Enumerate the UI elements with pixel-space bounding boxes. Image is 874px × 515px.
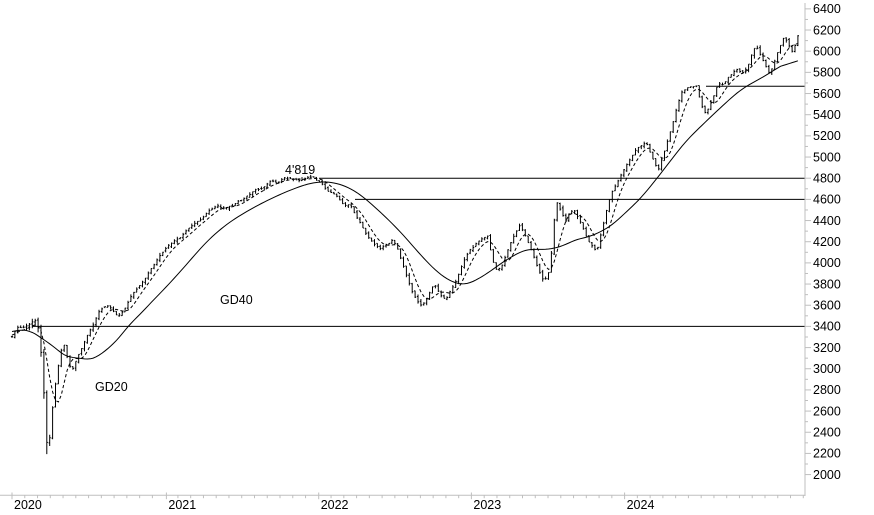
svg-text:5400: 5400: [813, 108, 841, 122]
svg-text:2021: 2021: [168, 498, 196, 512]
svg-text:3200: 3200: [813, 341, 841, 355]
svg-text:4600: 4600: [813, 193, 841, 207]
svg-text:5000: 5000: [813, 150, 841, 164]
svg-text:3800: 3800: [813, 277, 841, 291]
svg-text:2020: 2020: [14, 498, 42, 512]
svg-text:3600: 3600: [813, 299, 841, 313]
svg-text:4800: 4800: [813, 172, 841, 186]
svg-text:2023: 2023: [473, 498, 501, 512]
svg-text:3000: 3000: [813, 362, 841, 376]
svg-text:6000: 6000: [813, 44, 841, 58]
svg-text:5800: 5800: [813, 66, 841, 80]
svg-text:2200: 2200: [813, 447, 841, 461]
svg-text:6400: 6400: [813, 2, 841, 16]
svg-text:2024: 2024: [627, 498, 655, 512]
svg-text:4200: 4200: [813, 235, 841, 249]
svg-text:4'819: 4'819: [285, 163, 315, 177]
svg-text:4000: 4000: [813, 256, 841, 270]
svg-text:4400: 4400: [813, 214, 841, 228]
svg-text:5600: 5600: [813, 87, 841, 101]
svg-text:2600: 2600: [813, 404, 841, 418]
svg-text:GD20: GD20: [95, 380, 128, 394]
svg-text:2000: 2000: [813, 468, 841, 482]
svg-text:2800: 2800: [813, 383, 841, 397]
svg-text:2400: 2400: [813, 426, 841, 440]
svg-text:5200: 5200: [813, 129, 841, 143]
svg-text:GD40: GD40: [220, 293, 253, 307]
svg-text:2022: 2022: [321, 498, 349, 512]
svg-text:3400: 3400: [813, 320, 841, 334]
svg-text:6200: 6200: [813, 23, 841, 37]
